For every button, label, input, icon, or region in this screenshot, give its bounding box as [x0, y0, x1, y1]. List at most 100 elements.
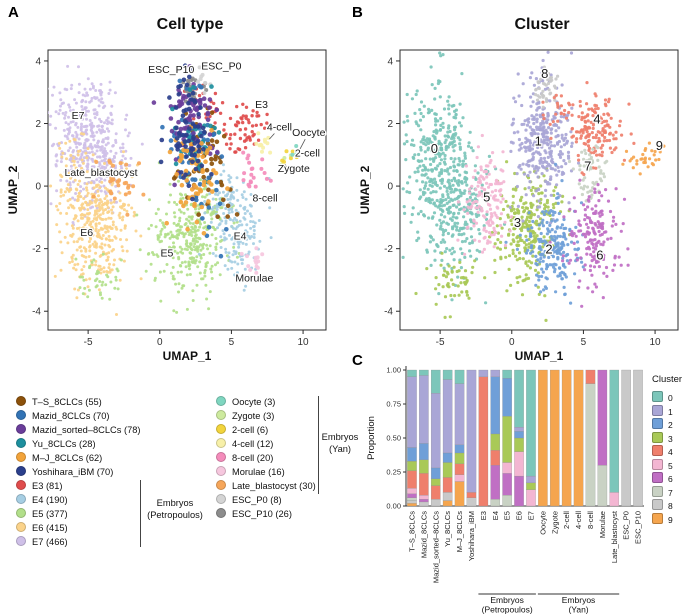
plot-annotation: 2 — [545, 241, 552, 256]
leader-line — [295, 155, 301, 158]
cluster-legend-label: 4 — [668, 447, 673, 457]
plot-annotation: 6 — [596, 248, 603, 263]
bar-category-label: Zygote — [550, 511, 559, 534]
legend-item: E6 (415) — [16, 520, 68, 533]
legend-swatch-icon — [216, 452, 226, 462]
legend-swatch-icon — [216, 480, 226, 490]
legend-label: 4-cell (12) — [232, 439, 274, 449]
svg-text:0: 0 — [35, 182, 41, 193]
cluster-legend-label: 9 — [668, 514, 673, 525]
plot-annotation: 5 — [483, 190, 490, 205]
legend-label: 2-cell (6) — [232, 425, 269, 435]
plot-annotation: Late_blastocyst — [65, 167, 138, 179]
bar-category-label: E7 — [526, 511, 535, 520]
legend-label: T–S_8CLCs (55) — [32, 397, 102, 407]
legend-swatch-icon — [216, 466, 226, 476]
y-axis-title: UMAP_2 — [6, 165, 20, 214]
plot-annotation: 3 — [514, 215, 521, 230]
svg-text:-2: -2 — [384, 244, 393, 255]
legend-item: M–J_8CLCs (62) — [16, 450, 102, 463]
umap-cell-type-plot: -5 0 5 10 -4 -2 0 2 4 UMAP_1 UMAP_2 ESC_P10 ESC_P0 E3… — [6, 49, 327, 363]
cluster-legend-label: 5 — [668, 460, 673, 471]
legend-label: 8-cell (20) — [232, 453, 274, 463]
svg-text:10: 10 — [298, 337, 310, 348]
bar-category-label: ESC_P0 — [622, 511, 631, 540]
legend-label: ESC_P10 (26) — [232, 509, 292, 519]
svg-text:0.00: 0.00 — [386, 502, 401, 511]
panel-a-label: A — [8, 4, 19, 21]
svg-text:4: 4 — [387, 56, 393, 67]
plot-annotation: E3 — [255, 99, 268, 111]
legend-swatch-icon — [16, 522, 26, 532]
cluster-legend-item: 5 — [652, 458, 698, 472]
plot-annotation: 4 — [593, 112, 600, 127]
legend-label: E3 (81) — [32, 481, 63, 491]
svg-text:0.75: 0.75 — [386, 400, 401, 409]
bar-category-label: Mazid_8CLCs — [419, 511, 428, 558]
cluster-legend-item: 1 — [652, 404, 698, 418]
group-label: (Yan) — [568, 605, 588, 614]
legend-label: Morulae (16) — [232, 467, 285, 477]
umap-cluster-plot: -5 0 5 10 -4 -2 0 2 4 UMAP_1 UMAP_2 0 8 1 4 9 7 5 3 2 6 — [358, 49, 679, 363]
plot-annotation: Morulae — [235, 273, 273, 285]
bar-category-label: 2-cell — [562, 511, 571, 529]
legend-swatch-icon — [16, 452, 26, 462]
bar-category-label: Yu_8CLCs — [443, 511, 452, 547]
svg-text:2: 2 — [35, 119, 41, 130]
legend-swatch-icon — [16, 410, 26, 420]
plot-annotation: ESC_P0 — [201, 61, 241, 73]
cluster-legend-item: 8 — [652, 498, 698, 512]
legend-item: Oocyte (3) — [216, 394, 275, 407]
legend-item: Mazid_8CLCs (70) — [16, 408, 110, 421]
svg-text:2: 2 — [387, 119, 393, 130]
legend-swatch-icon — [16, 424, 26, 434]
bar-category-label: Late_blastocyst — [610, 510, 619, 563]
scatter-points — [401, 50, 666, 322]
legend-item: E4 (190) — [16, 492, 68, 505]
y-axis-title: UMAP_2 — [358, 165, 372, 214]
legend-item: Yu_8CLCs (28) — [16, 436, 96, 449]
cell-type-legend: T–S_8CLCs (55) Mazid_8CLCs (70) Mazid_sort… — [10, 390, 362, 565]
legend-label: ESC_P0 (8) — [232, 495, 282, 505]
legend-swatch-icon — [16, 536, 26, 546]
bar-category-label: T–S_8CLCs — [407, 511, 416, 552]
legend-item: Zygote (3) — [216, 408, 274, 421]
legend-label: E6 (415) — [32, 523, 68, 533]
legend-item: Morulae (16) — [216, 464, 285, 477]
cluster-legend-item: 2 — [652, 417, 698, 431]
svg-text:0: 0 — [387, 182, 393, 193]
legend-swatch-icon — [16, 494, 26, 504]
legend-label: E4 (190) — [32, 495, 68, 505]
bar-category-label: M–J_8CLCs — [455, 511, 464, 553]
plot-annotation: 8 — [541, 66, 548, 81]
cluster-legend: Cluster 0 1 2 3 4 5 6 7 8 9 — [652, 374, 698, 525]
plot-annotation: E4 — [234, 230, 247, 242]
legend-label: Late_blastocyst (30) — [232, 481, 316, 491]
scatter-points — [48, 63, 299, 316]
legend-label: Oocyte (3) — [232, 397, 276, 407]
legend-swatch-icon — [16, 438, 26, 448]
legend-label: Mazid_8CLCs (70) — [32, 411, 110, 421]
legend-label: Yoshihara_iBM (70) — [32, 467, 114, 477]
svg-text:0.50: 0.50 — [386, 434, 401, 443]
svg-text:-2: -2 — [32, 244, 41, 255]
bar-category-label: E6 — [515, 511, 524, 520]
legend-label: Yu_8CLCs (28) — [32, 439, 96, 449]
legend-group-bracket — [318, 396, 319, 494]
cluster-swatch-icon — [652, 472, 663, 483]
legend-swatch-icon — [216, 410, 226, 420]
legend-group-bracket — [140, 480, 141, 547]
cluster-swatch-icon — [652, 431, 663, 443]
cluster-legend-label: 2 — [668, 420, 673, 430]
legend-swatch-icon — [216, 494, 226, 504]
cluster-legend-label: 3 — [668, 433, 673, 444]
proportion-axis-title: Proportion — [366, 416, 377, 460]
legend-item: 2-cell (6) — [216, 422, 268, 435]
cluster-swatch-icon — [652, 445, 663, 456]
plot-annotation: 9 — [656, 138, 663, 153]
bar-category-label: E4 — [491, 511, 500, 520]
bar-category-label: E3 — [479, 511, 488, 520]
plot-annotation: 0 — [431, 141, 438, 156]
bar-category-label: Oocyte — [538, 511, 547, 535]
